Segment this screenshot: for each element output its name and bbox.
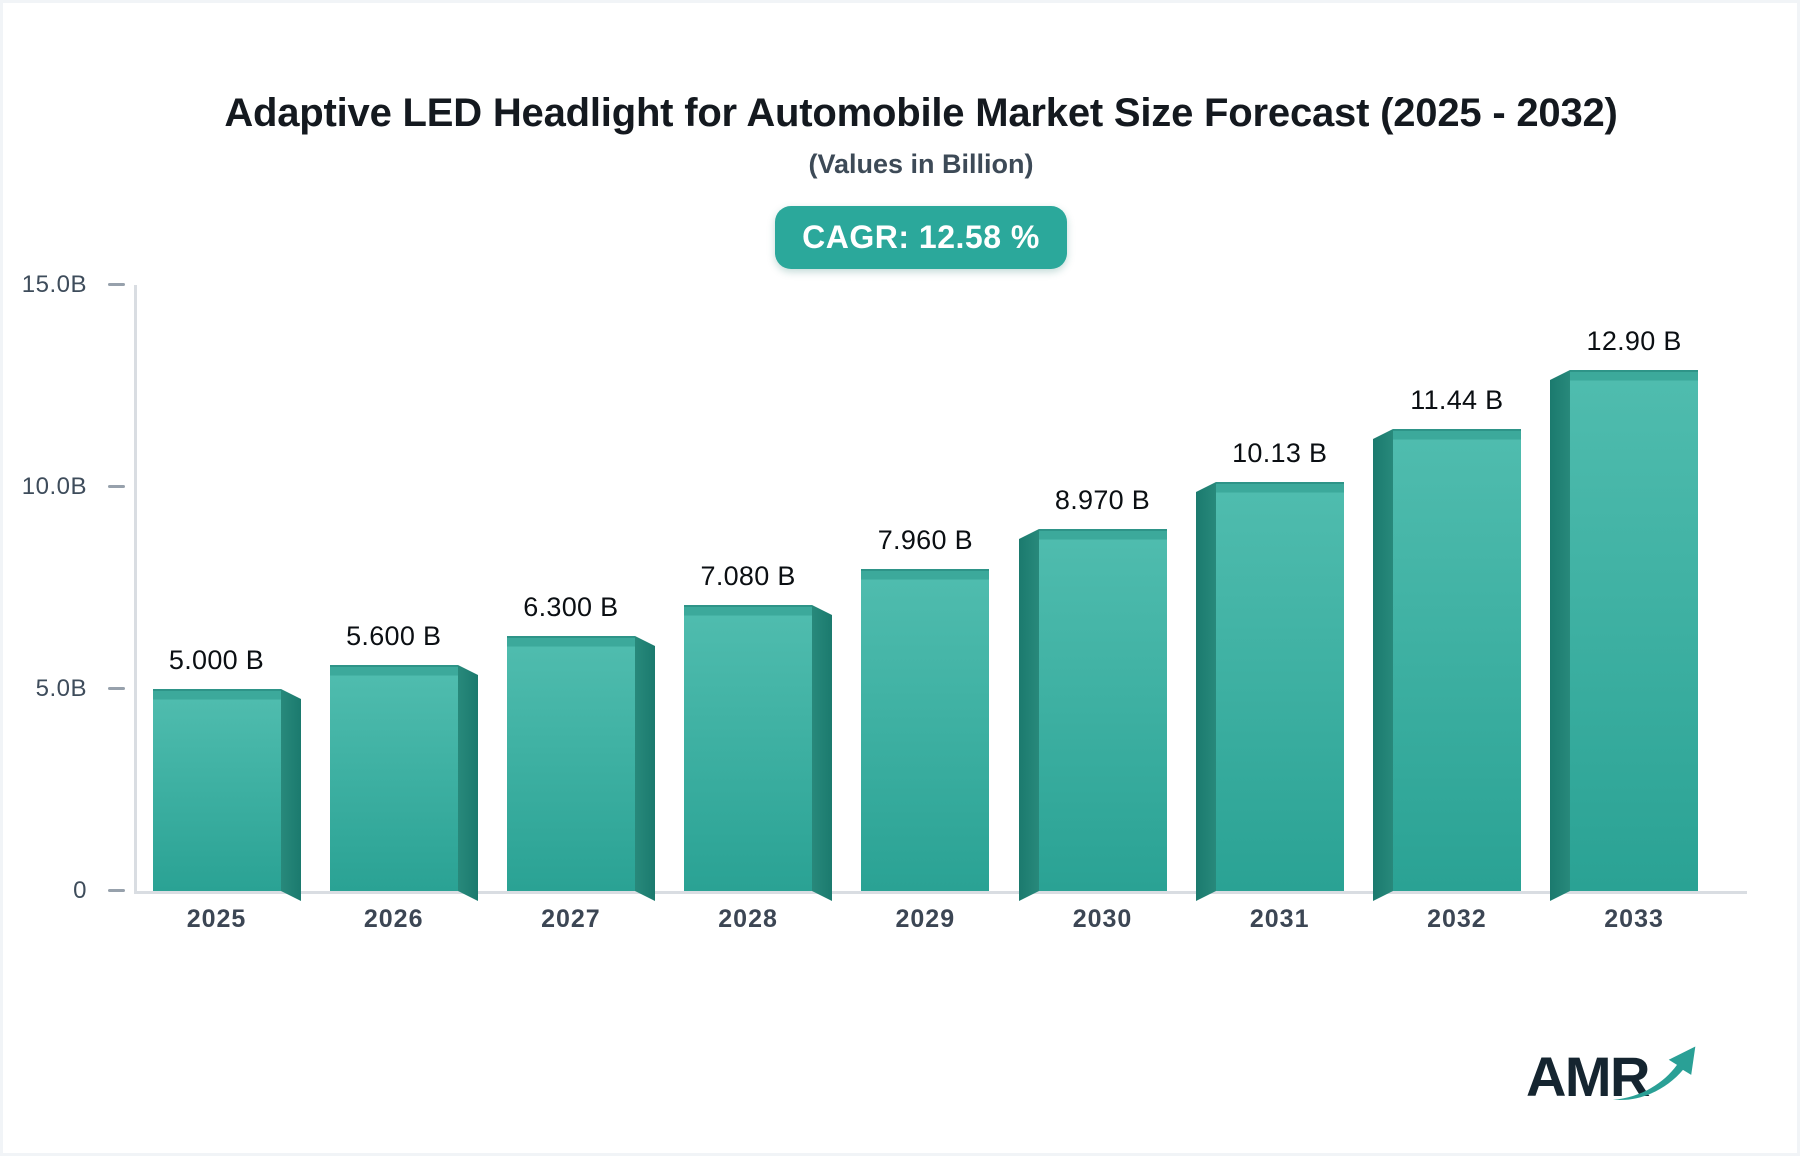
bar-2028: [684, 605, 813, 891]
growth-arrow-icon: [1612, 1046, 1696, 1101]
bar-2032-side: [1372, 429, 1393, 902]
x-label-2031: 2031: [1249, 905, 1310, 933]
bar-2027: [506, 636, 635, 891]
x-label-2028: 2028: [718, 905, 778, 933]
y-tick-dash-10.0B: [108, 485, 125, 488]
value-label-2026: 5.600 B: [346, 621, 442, 651]
bar-2027-side: [634, 636, 655, 902]
y-tick-label-15.0B: 15.0B: [21, 271, 87, 298]
bar-2028-side: [812, 605, 833, 902]
y-tick-dash-5.0B: [108, 687, 125, 690]
value-label-2033: 12.90 B: [1586, 326, 1682, 356]
bar-2025-side: [280, 689, 301, 902]
bar-2030-side: [1018, 529, 1039, 902]
value-label-2030: 8.970 B: [1054, 485, 1151, 515]
bar-2032: [1392, 429, 1521, 891]
x-label-2025: 2025: [186, 905, 247, 933]
value-label-2029: 7.960 B: [877, 525, 973, 555]
x-label-2032: 2032: [1427, 905, 1487, 933]
y-tick-label-5.0B: 5.0B: [35, 675, 87, 702]
bar-2029: [861, 569, 990, 891]
bar-2031: [1215, 482, 1344, 891]
value-label-2031: 10.13 B: [1232, 438, 1328, 468]
x-label-2026: 2026: [363, 905, 424, 933]
amr-logo-text: AMR: [1525, 1044, 1651, 1108]
bar-2025: [152, 689, 281, 891]
bar-2030: [1038, 529, 1167, 891]
chart-subtitle: (Values in Billion): [808, 149, 1034, 179]
bar-2026-side: [457, 665, 478, 902]
y-tick-label-0: 0: [73, 877, 87, 904]
value-label-2025: 5.000 B: [168, 645, 265, 675]
bar-2031-side: [1195, 482, 1216, 902]
x-label-2033: 2033: [1604, 905, 1664, 933]
y-tick-dash-0: [108, 889, 125, 892]
y-tick-label-10.0B: 10.0B: [21, 473, 87, 500]
bar-2033-side: [1550, 370, 1571, 902]
x-label-2030: 2030: [1072, 905, 1133, 933]
y-tick-dash-15.0B: [108, 283, 125, 286]
chart-title: Adaptive LED Headlight for Automobile Ma…: [224, 91, 1618, 135]
value-label-2027: 6.300 B: [523, 592, 619, 622]
bar-2026: [329, 665, 458, 891]
plot-area: 15.0B 10.0B 5.0B 0 5.000 B 2025 5.600 B 2026 6.3…: [22, 271, 1747, 933]
cagr-badge: CAGR: 12.58 %: [775, 206, 1067, 269]
x-label-2027: 2027: [541, 905, 601, 933]
amr-logo: AMR: [1525, 1043, 1699, 1108]
x-label-2029: 2029: [895, 905, 956, 933]
value-label-2032: 11.44 B: [1410, 385, 1504, 415]
chart-header: Adaptive LED Headlight for Automobile Ma…: [98, 89, 1744, 269]
value-label-2028: 7.080 B: [700, 561, 796, 591]
bar-2033: [1570, 370, 1699, 891]
